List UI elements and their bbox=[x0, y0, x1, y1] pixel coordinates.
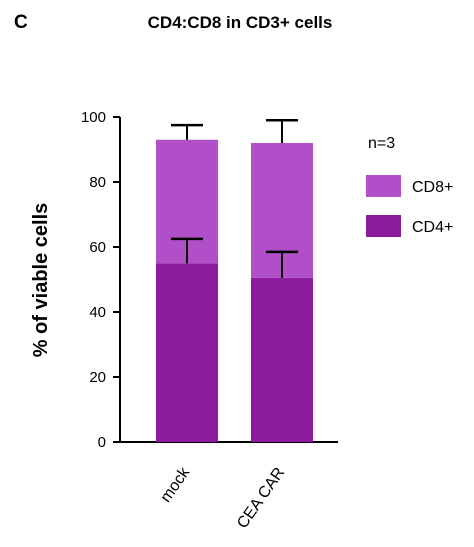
y-tick-label: 60 bbox=[89, 239, 106, 256]
y-tick-label: 20 bbox=[89, 369, 106, 386]
x-category-label: mock bbox=[157, 464, 193, 506]
x-category-label: CEA CAR bbox=[234, 465, 288, 532]
y-tick-label: 40 bbox=[89, 304, 106, 321]
bar-segment-cd4 bbox=[251, 277, 313, 442]
y-tick-label: 100 bbox=[81, 109, 106, 126]
plot-area: 0 20 40 60 80 100 mock CEA CAR bbox=[81, 109, 338, 532]
legend: CD8+ CD4+ bbox=[366, 175, 453, 237]
legend-label: CD8+ bbox=[412, 179, 453, 196]
chart-title: CD4:CD8 in CD3+ cells bbox=[148, 13, 333, 32]
y-axis-label: % of viable cells bbox=[30, 203, 52, 358]
legend-swatch bbox=[366, 175, 401, 197]
legend-label: CD4+ bbox=[412, 219, 453, 236]
bar-segment-cd4 bbox=[156, 263, 218, 442]
panel-letter: C bbox=[14, 12, 28, 33]
y-tick-label: 80 bbox=[89, 174, 106, 191]
sample-size-annotation: n=3 bbox=[368, 135, 395, 152]
y-tick-label: 0 bbox=[98, 434, 106, 451]
legend-swatch bbox=[366, 215, 401, 237]
